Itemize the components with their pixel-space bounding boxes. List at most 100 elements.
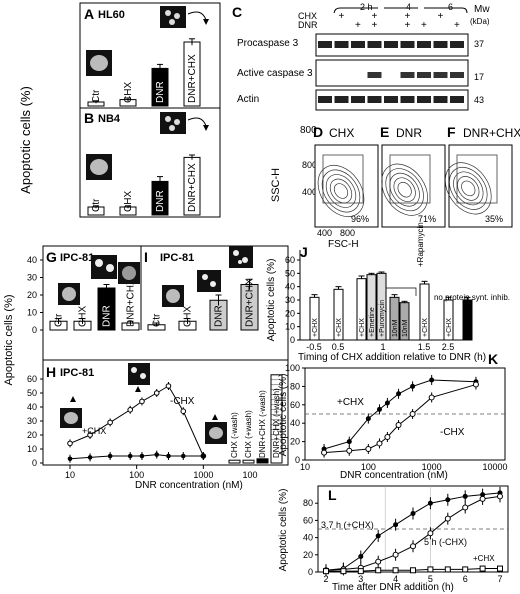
- b-cat-label: DNR: [155, 190, 166, 212]
- j-xlabel: Timing of CHX addition relative to DNR (…: [298, 352, 486, 363]
- a-cat-label: DNR+CHX: [187, 54, 198, 103]
- k-point-minus: [472, 381, 479, 388]
- mw-17: 17: [474, 72, 484, 82]
- panel-c-letter: C: [232, 4, 242, 20]
- flow-frame: [448, 144, 513, 228]
- arrow-a: [187, 11, 207, 21]
- band-actin-lane: [450, 96, 464, 103]
- g-ytick-label: 40: [27, 255, 37, 265]
- h-point-plus: [180, 453, 186, 459]
- h-point-minus: [107, 419, 113, 426]
- row-chx-label: CHX: [298, 11, 317, 21]
- panel-h-frame: [42, 359, 289, 466]
- flow-plots: D CHX 96% E DNR 71% F DNR+CHX 35%: [313, 124, 520, 228]
- panel-i-cell: IPC-81: [160, 252, 194, 264]
- h-minus-label: -CHX: [170, 396, 195, 407]
- mw-37: 37: [474, 39, 484, 49]
- band-active-caspase: Active caspase 3: [237, 68, 313, 79]
- h-xtick-label: 10: [65, 470, 75, 480]
- j-bar-text: +CHX: [422, 318, 429, 337]
- flow-contour: [453, 171, 484, 206]
- flow-gate: [389, 154, 431, 204]
- panel-g-letter: G: [46, 249, 57, 265]
- k-plus-label: +CHX: [337, 397, 364, 408]
- j-xtick-label: 0.5: [332, 342, 345, 352]
- panel-h-cell: IPC-81: [60, 367, 94, 379]
- h-ytick-label: 0: [32, 458, 37, 468]
- h-point-minus: [165, 383, 172, 389]
- sign-dnr: +: [421, 20, 427, 31]
- g-ytick-label: 0: [32, 325, 37, 335]
- cell-fragment: [169, 125, 175, 131]
- l-annot-plus: 3.7 h (+CHX): [321, 520, 374, 530]
- panel-h: H IPC-81 0 10 20 30 40 50 60 10 100 1000 DNR conc…: [27, 359, 289, 491]
- l-xtick-label: 3: [358, 574, 363, 584]
- h-inset-label: CHX (-wash): [230, 412, 239, 458]
- h-ytick-label: 20: [27, 430, 37, 440]
- l-point-plus: [445, 497, 451, 503]
- l-ytick-label: 60: [303, 515, 313, 525]
- j-rapamycin: +Rapamycin: [416, 222, 425, 267]
- k-xlabel: DNR concentration (nM): [340, 470, 448, 481]
- panel-h-plot: [67, 382, 218, 463]
- flow-contour: [457, 176, 480, 201]
- panel-c: C Mw (kDa) 2 h 4 6 CHX DNR + + + ++ + + + + Pro…: [232, 2, 490, 111]
- l-point-square: [462, 566, 469, 573]
- time-2h: 2 h: [360, 2, 373, 12]
- b-cat-label: CHX: [123, 191, 134, 212]
- flow-contour: [389, 172, 420, 207]
- flow-xlabel: FSC-H: [328, 239, 359, 250]
- band-actin: Actin: [237, 94, 259, 105]
- cell-fragment: [169, 19, 175, 25]
- cell-fragment: [131, 367, 137, 373]
- j-bar-text: +Puromycin: [379, 300, 386, 337]
- k-ytick-label: 100: [285, 363, 300, 373]
- h-point-plus: [107, 453, 113, 459]
- gh-ylabel: Apoptotic cells (%): [3, 294, 15, 385]
- blot-bands: [318, 41, 464, 103]
- flow-contour: [449, 166, 488, 210]
- panel-j-letter: J: [300, 244, 308, 260]
- i-cat-label: CHX: [183, 306, 194, 327]
- k-point-minus: [395, 422, 402, 429]
- h-point-plus: [139, 453, 145, 459]
- band-actin-lane: [400, 96, 415, 103]
- sign-chx: +: [438, 11, 444, 22]
- band-procaspase-lane: [433, 41, 448, 48]
- panel-a-cell: HL60: [98, 9, 125, 21]
- j-ytick-label: 30: [285, 295, 295, 305]
- l-point-plus: [393, 522, 399, 528]
- time-brackets: [333, 7, 468, 14]
- h-inset-label: DNR+CHX (+wash): [272, 388, 281, 458]
- k-ytick-label: 60: [290, 400, 300, 410]
- flow-title: DNR+CHX: [463, 126, 520, 140]
- j-xtick-label: -0.5: [306, 342, 322, 352]
- h-inset-xlabel: 100: [242, 470, 257, 480]
- panel-b-bars: Ctr CHX DNR DNR+CHX: [87, 154, 201, 216]
- g-cat-label: DNR: [102, 305, 113, 327]
- flow-percent: 96%: [351, 214, 369, 224]
- h-ytick-label: 30: [27, 416, 37, 426]
- l-point-plus: [410, 511, 416, 517]
- h-point-minus: [67, 440, 73, 447]
- blot-procaspase: [315, 33, 469, 57]
- panel-h-ticks: 0 10 20 30 40 50 60 10 100 1000: [27, 374, 213, 480]
- h-arrow: [135, 386, 141, 392]
- k-point-plus: [346, 439, 352, 445]
- panel-k-letter: K: [488, 351, 498, 367]
- panel-ab-frame: [79, 2, 221, 218]
- panel-g-bars: Ctr CHX DNR DNR+CHX: [49, 278, 140, 331]
- cell-image-i3: [229, 246, 253, 268]
- flow-frame: [314, 144, 379, 228]
- l-point-minus: [392, 551, 399, 558]
- band-actin-lane: [433, 96, 448, 103]
- j-xtick-label: 1.5: [418, 342, 431, 352]
- h-point-plus: [127, 453, 133, 459]
- cell-fragment: [165, 116, 171, 122]
- cell-nucleus: [166, 289, 180, 303]
- band-procaspase-lane: [318, 41, 332, 48]
- flow-xtick-800: 800: [340, 228, 355, 238]
- j-bar: [462, 299, 473, 341]
